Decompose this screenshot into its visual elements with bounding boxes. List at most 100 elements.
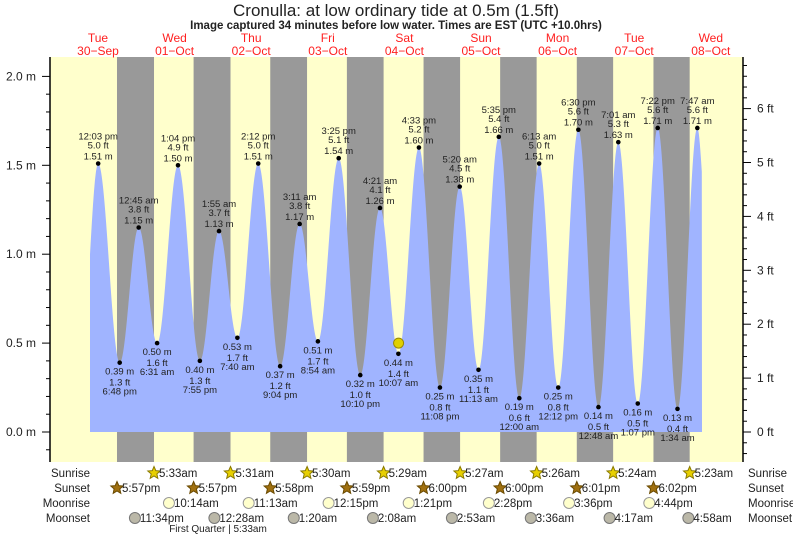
date-label: 07−Oct — [615, 44, 655, 58]
moonrise-row-label: Moonrise — [43, 498, 90, 510]
tide-height-m: 0.40 m — [185, 365, 214, 376]
moonrise-time: 2:28pm — [494, 498, 532, 510]
high-tide-point — [536, 161, 542, 166]
tide-height-ft: 1.7 ft — [307, 356, 328, 367]
y-tick-label-ft: 5 ft — [757, 156, 774, 170]
tide-height-m: 1.13 m — [204, 219, 233, 230]
sunset-row-label-right: Sunset — [748, 483, 785, 495]
sunset-icon — [186, 480, 202, 495]
low-tide-point — [437, 385, 443, 390]
tide-time: 6:48 pm — [103, 387, 137, 398]
tide-time: 6:13 am — [522, 132, 556, 143]
tide-time: 8:54 am — [301, 365, 335, 376]
day-of-week-label: Thu — [241, 31, 262, 45]
tide-height-ft: 0.4 ft — [667, 424, 688, 435]
moonset-icon — [287, 512, 300, 524]
moonrise-time: 4:44pm — [654, 498, 692, 510]
moonset-icon — [445, 512, 458, 524]
tide-height-m: 0.51 m — [303, 345, 332, 356]
tide-time: 11:13 am — [459, 394, 498, 405]
tide-height-m: 0.25 m — [425, 392, 454, 403]
high-tide-point — [416, 145, 422, 150]
low-tide-point — [396, 351, 401, 357]
day-labels: Tue30−SepWed01−OctThu02−OctFri03−OctSat0… — [77, 31, 731, 58]
moonrise-icon — [482, 497, 495, 509]
date-label: 30−Sep — [77, 44, 119, 58]
tide-height-m: 0.39 m — [105, 367, 134, 378]
tide-height-ft: 3.8 ft — [128, 205, 149, 216]
sunset-icon — [416, 480, 431, 495]
low-tide-point — [555, 385, 561, 390]
tide-time: 12:00 am — [499, 422, 539, 433]
tide-height-m: 1.60 m — [404, 136, 433, 147]
tide-height-ft: 5.3 ft — [608, 119, 629, 130]
tide-height-m: 1.71 m — [643, 116, 672, 127]
tide-height-m: 1.51 m — [525, 152, 554, 163]
moonrise-time: 11:13am — [254, 498, 298, 510]
tide-height-m: 1.38 m — [445, 175, 474, 186]
low-tide-point — [675, 406, 680, 412]
tide-height-m: 1.70 m — [564, 118, 593, 129]
almanac: Sunrise Sunrise 5:33am 5:31am 5:30am 5:29am 5:… — [43, 465, 793, 535]
moonrise-icon — [563, 497, 576, 509]
sunset-icon — [646, 480, 661, 495]
low-tide-point — [476, 367, 481, 373]
moonrise-time: 1:21pm — [414, 498, 452, 510]
day-of-week-label: Wed — [699, 31, 723, 45]
tide-height-ft: 5.2 ft — [408, 125, 429, 136]
tide-height-ft: 1.3 ft — [109, 378, 130, 389]
sunrise-time: 5:29am — [389, 468, 427, 480]
high-tide-point — [255, 161, 261, 166]
tide-time: 12:12 pm — [538, 412, 578, 423]
tide-time: 9:04 pm — [263, 390, 297, 401]
tide-time: 7:47 am — [680, 96, 714, 107]
sunrise-time: 5:31am — [236, 468, 274, 480]
sunset-icon — [262, 480, 278, 495]
tide-height-m: 0.16 m — [623, 408, 652, 419]
moonrise-time: 12:15pm — [334, 498, 379, 510]
sunrise-icon — [146, 465, 162, 480]
tide-height-m: 1.15 m — [124, 216, 153, 227]
tide-height-ft: 5.0 ft — [248, 141, 269, 152]
tide-height-m: 0.37 m — [266, 370, 295, 381]
sunrise-icon — [376, 465, 392, 480]
tide-height-ft: 3.7 ft — [208, 208, 229, 219]
tide-height-ft: 5.6 ft — [647, 105, 668, 116]
low-tide-point — [357, 372, 363, 378]
sunrise-row-label-right: Sunrise — [748, 468, 787, 480]
low-tide-point — [117, 360, 123, 365]
tide-height-ft: 0.8 ft — [548, 403, 569, 414]
high-tide-point — [695, 125, 700, 131]
tide-time: 3:25 pm — [322, 126, 356, 137]
tide-height-m: 1.66 m — [484, 125, 513, 136]
moonset-icon — [682, 512, 695, 524]
sunrise-time: 5:26am — [542, 468, 580, 480]
day-of-week-label: Wed — [162, 31, 186, 45]
moonrise-icon — [402, 497, 415, 509]
tide-height-ft: 4.5 ft — [449, 164, 470, 175]
sunset-time: 6:00pm — [429, 483, 467, 495]
tide-time: 5:35 pm — [482, 105, 516, 116]
low-tide-point — [315, 339, 321, 344]
sunset-time: 6:00pm — [505, 483, 543, 495]
moonset-time: 4:58am — [693, 513, 731, 525]
sunset-icon — [569, 480, 585, 495]
sunrise-time: 5:33am — [159, 468, 197, 480]
tide-height-ft: 0.8 ft — [429, 403, 450, 414]
sunset-time: 6:02pm — [658, 483, 696, 495]
moonset-time: 2:53am — [457, 513, 495, 525]
date-label: 04−Oct — [385, 44, 425, 58]
high-tide-point — [297, 221, 302, 227]
moonrise-icon — [162, 497, 175, 509]
tide-time: 12:48 am — [579, 431, 619, 442]
y-tick-label-m: 1.0 m — [6, 247, 36, 261]
moonset-time: 1:20am — [299, 513, 337, 525]
moonset-row-label-right: Moonset — [748, 513, 793, 525]
tide-height-m: 1.26 m — [365, 196, 394, 207]
moonset-icon — [524, 512, 537, 524]
tide-time: 10:07 am — [379, 378, 419, 389]
moonset-time: 4:17am — [615, 513, 653, 525]
y-tick-label-m: 0.0 m — [6, 425, 36, 439]
moon-phase-label: First Quarter | 5:33am — [169, 524, 267, 535]
